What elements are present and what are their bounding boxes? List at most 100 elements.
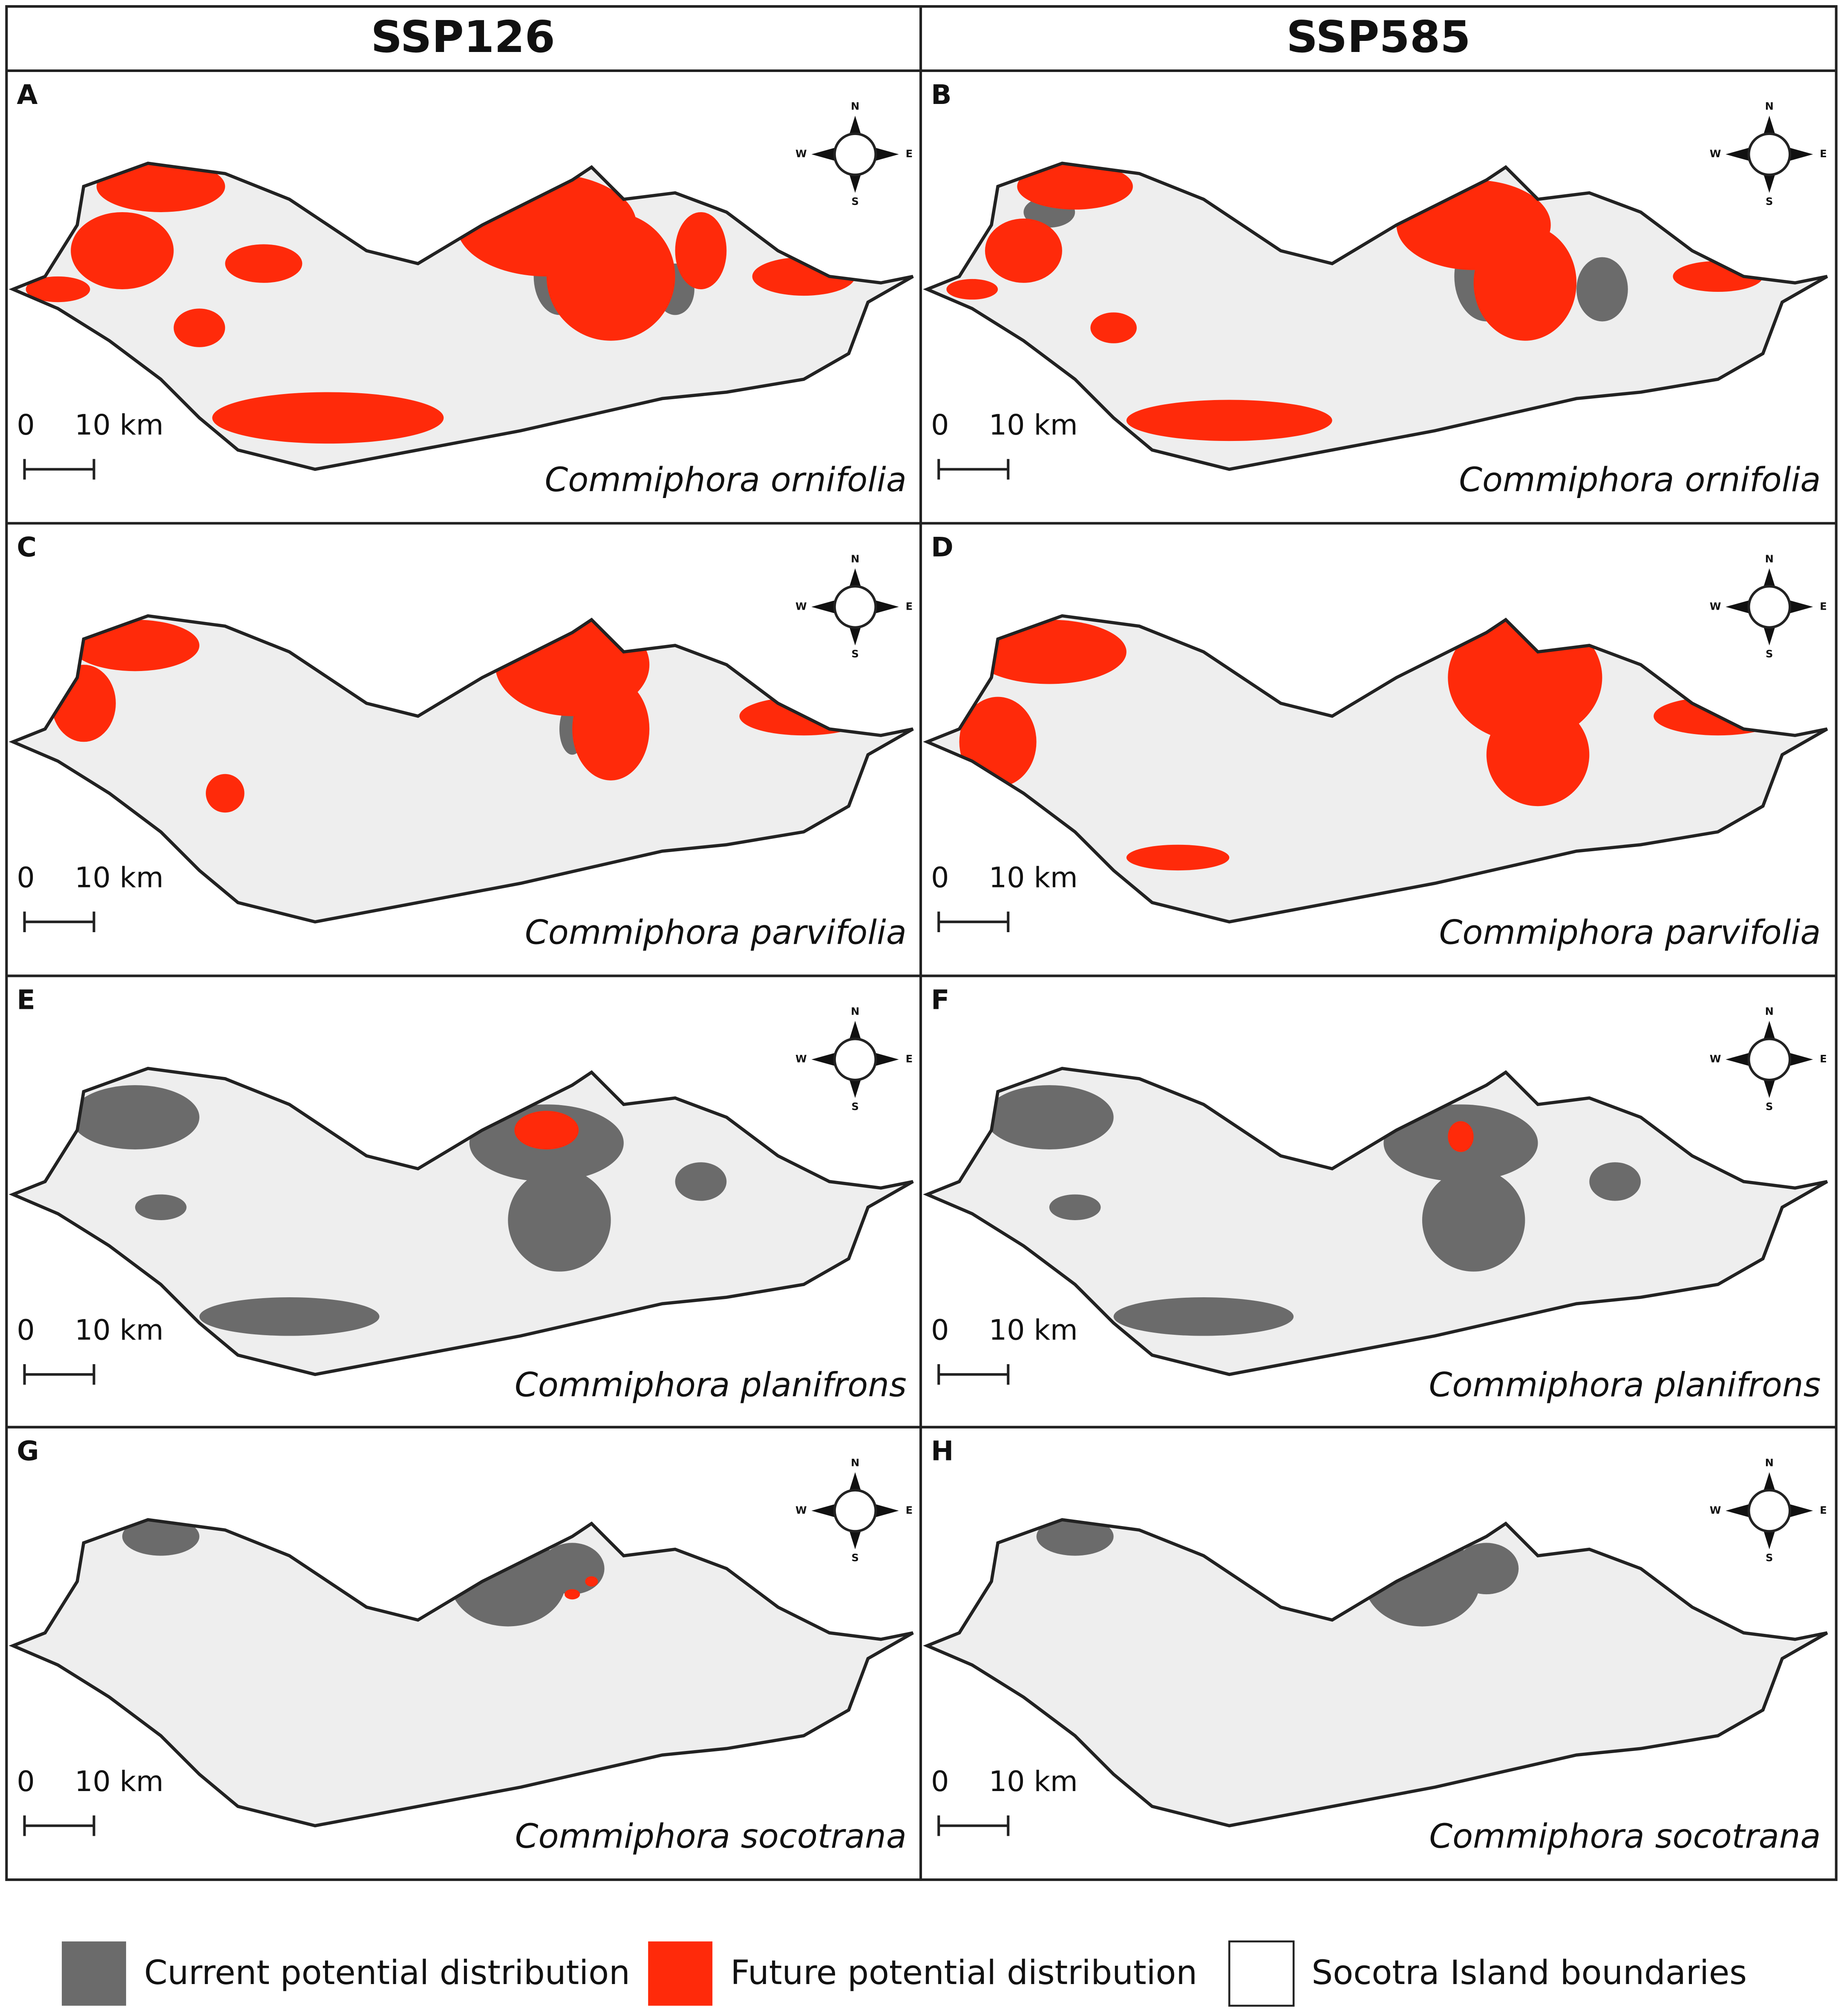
compass-n: N	[1765, 100, 1774, 112]
scale-bar	[937, 1364, 1010, 1385]
island-land	[13, 616, 913, 922]
compass-arrows	[1726, 568, 1813, 645]
current-area	[1589, 1162, 1641, 1201]
compass-arrows	[811, 1472, 899, 1549]
future-area	[985, 219, 1062, 283]
scale-start: 0	[17, 408, 35, 441]
scale-end: 10 km	[989, 408, 1078, 441]
map-panel: G Commiphora socotrana 0 10 km N S W E	[9, 1435, 914, 1856]
panel-letter: A	[17, 79, 37, 110]
compass-s: S	[1766, 1552, 1773, 1564]
species-name: Commiphora planifrons	[1429, 1365, 1821, 1405]
compass-w: W	[795, 1053, 807, 1065]
scale-start: 0	[931, 1313, 949, 1347]
species-name: Commiphora parvifolia	[525, 913, 907, 952]
map-panel: H Commiphora socotrana 0 10 km N S W E	[923, 1435, 1828, 1856]
current-area	[1576, 257, 1628, 322]
species-name: Commiphora socotrana	[515, 1817, 907, 1856]
species-name: Commiphora planifrons	[515, 1365, 907, 1405]
compass-s: S	[851, 1552, 859, 1564]
scale-start: 0	[17, 861, 35, 894]
compass-arrows	[1726, 1472, 1813, 1549]
future-area	[26, 276, 90, 302]
compass-s: S	[1766, 1100, 1773, 1112]
compass-e: E	[906, 1053, 913, 1065]
column-header: SSP126	[371, 12, 555, 63]
compass-w: W	[1710, 1053, 1721, 1065]
compass-ring	[1747, 132, 1792, 176]
island-boundary	[9, 1066, 914, 1376]
island-boundary	[9, 161, 914, 471]
future-area	[71, 619, 199, 671]
scale-start: 0	[931, 1765, 949, 1798]
compass-ring	[1747, 585, 1792, 629]
future-area	[1448, 1121, 1474, 1152]
scale-start: 0	[17, 1313, 35, 1347]
island-land	[927, 1520, 1827, 1826]
island-boundary	[923, 161, 1828, 471]
island	[9, 1066, 914, 1376]
scale-end: 10 km	[989, 861, 1078, 894]
compass-ring	[1747, 1037, 1792, 1082]
compass-arrows	[1726, 1021, 1813, 1098]
current-area	[1036, 1520, 1114, 1556]
scale-bar	[23, 911, 95, 932]
scale-end: 10 km	[75, 408, 164, 441]
scale-bar	[937, 459, 1010, 480]
compass-e: E	[1820, 148, 1827, 160]
current-area	[1049, 1194, 1101, 1220]
future-area	[675, 212, 727, 290]
scale-end: 10 km	[989, 1765, 1078, 1798]
island-land	[13, 1068, 913, 1375]
compass-n: N	[851, 100, 859, 112]
island	[923, 1066, 1828, 1376]
panel-letter: G	[17, 1435, 39, 1467]
map-panel: A Commiphora ornifolia 0 10 km N S W E	[9, 79, 914, 499]
distribution	[985, 1085, 1641, 1336]
species-name: Commiphora ornifolia	[545, 460, 907, 499]
current-area	[675, 1162, 727, 1201]
compass-w: W	[795, 148, 807, 160]
scale-bar	[23, 459, 95, 480]
current-area	[508, 1169, 611, 1272]
current-area	[71, 1085, 199, 1149]
compass-n: N	[851, 553, 859, 565]
compass-ring	[833, 132, 877, 176]
future-area	[1473, 225, 1577, 341]
compass-w: W	[795, 600, 807, 612]
compass-ring	[1747, 1489, 1792, 1533]
panel-letter: B	[931, 79, 951, 110]
compass-n: N	[851, 1457, 859, 1469]
species-name: Commiphora socotrana	[1429, 1817, 1821, 1856]
compass-s: S	[851, 648, 859, 660]
current-area	[1113, 1297, 1294, 1336]
map-panel: F Commiphora planifrons 0 10 km N S W E	[923, 984, 1828, 1405]
scale-end: 10 km	[75, 1765, 164, 1798]
panel-letter: H	[931, 1435, 954, 1467]
future-area	[514, 1111, 579, 1149]
future-area	[546, 212, 675, 341]
island-boundary	[923, 1518, 1828, 1828]
compass-e: E	[1820, 600, 1827, 612]
future-area	[96, 163, 225, 212]
current-area	[199, 1297, 380, 1336]
species-name: Commiphora parvifolia	[1439, 913, 1821, 952]
compass-s: S	[851, 1100, 859, 1112]
scale-bar	[23, 1364, 95, 1385]
column-header: SSP585	[1286, 12, 1471, 63]
map-panel: D Commiphora parvifolia 0 10 km N S W E	[923, 531, 1828, 952]
panel-letter: C	[17, 531, 36, 563]
current-area	[122, 1520, 199, 1556]
compass-arrows	[1726, 115, 1813, 193]
future-area	[1017, 163, 1133, 210]
future-area	[1090, 312, 1137, 343]
island	[923, 614, 1828, 924]
compass-n: N	[851, 1005, 859, 1017]
legend-label: Future potential distribution	[730, 1953, 1197, 1992]
compass-e: E	[906, 600, 913, 612]
compass-e: E	[1820, 1504, 1827, 1516]
scale-bar	[23, 1815, 95, 1836]
current-area	[1422, 1169, 1525, 1272]
legend-swatch	[648, 1941, 713, 2006]
future-area	[1126, 844, 1230, 871]
